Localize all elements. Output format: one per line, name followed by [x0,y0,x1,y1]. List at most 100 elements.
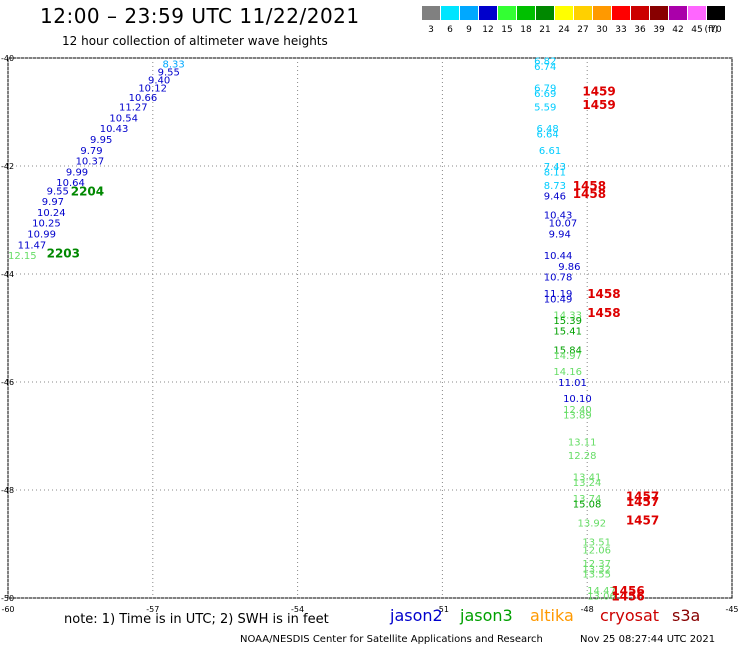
wave-height-label: 10.10 [563,394,592,405]
wave-height-label: 9.94 [549,230,571,241]
wave-height-label: 10.25 [32,219,61,230]
wave-height-label: 10.43 [544,211,573,222]
legend-swatch [688,6,706,20]
wave-height-label: 9.95 [90,135,112,146]
legend-label: 42 [672,25,683,34]
legend-label: 33 [615,25,626,34]
legend-swatch [574,6,592,20]
pass-time-label: 1456 [611,584,644,598]
wave-height-label: 11.19 [544,289,573,300]
wave-height-label: 15.08 [573,500,602,511]
wave-height-label: 12.06 [582,545,611,556]
mission-label: jason3 [460,606,513,625]
y-tick-label: -42 [1,162,14,171]
y-tick-label: -48 [1,486,14,495]
wave-height-label: 9.55 [158,68,180,79]
wave-height-label: 12.37 [582,559,611,570]
wave-height-label: 6.82 [534,57,556,68]
wave-height-label: 13.24 [573,478,602,489]
wave-height-label: 9.40 [148,76,170,87]
wave-height-label: 5.59 [534,103,556,114]
wave-height-label: 13.92 [578,518,607,529]
wave-height-label: 10.43 [100,124,129,135]
legend-swatch [422,6,440,20]
mission-label: jason2 [390,606,443,625]
legend-swatch [650,6,668,20]
pass-time-label: 1457 [626,514,659,528]
page-title: 12:00 – 23:59 UTC 11/22/2021 [40,4,360,28]
pass-time-label: 1458 [573,179,606,193]
wave-height-label: 9.55 [47,186,69,197]
wave-height-label: 13.32 [582,564,611,575]
legend-label: 12 [482,25,493,34]
wave-height-label: 11.01 [558,378,587,389]
wave-height-label: 6.69 [534,89,556,100]
x-tick-label: -48 [581,605,594,614]
pass-time-label: 2204 [71,184,104,198]
wave-height-label: 10.78 [544,273,573,284]
wave-height-label: 10.44 [544,251,573,262]
legend-label: 6 [447,25,453,34]
wave-height-label: 15.39 [553,316,582,327]
wave-height-label: 6.48 [537,124,559,135]
wave-height-label: 10.64 [56,178,85,189]
wave-height-label: 12.28 [568,451,597,462]
wave-height-label: 12.15 [8,251,37,262]
wave-height-label: 10.07 [549,219,578,230]
pass-time-label: 1459 [582,98,615,112]
wave-height-label: 13.89 [563,410,592,421]
wave-height-label: 9.79 [80,146,102,157]
legend-label: 21 [539,25,550,34]
y-tick-label: -40 [1,54,14,63]
legend-label: 24 [558,25,570,34]
legend-label: 9 [466,25,472,34]
x-tick-label: -57 [146,605,159,614]
pass-time-label: 1457 [626,489,659,503]
legend-label: 36 [634,25,646,34]
pass-time-label: 1456 [611,589,644,603]
wave-height-label: 10.54 [109,113,138,124]
wave-height-label: 10.49 [544,294,573,305]
mission-label: cryosat [600,606,660,625]
wave-height-label: 6.64 [537,130,559,141]
wave-height-label: 11.27 [119,103,148,114]
wave-height-label: 11.47 [18,240,47,251]
wave-height-label: 7.43 [544,162,566,173]
wave-height-label: 8.11 [544,167,566,178]
pass-time-label: 1458 [587,287,620,301]
legend-swatch [536,6,554,20]
plot-frame [7,57,733,599]
footer-timestamp: Nov 25 08:27:44 UTC 2021 [580,634,716,645]
wave-height-label: 15.84 [553,346,582,357]
mission-label: s3a [672,606,701,625]
wave-height-label: 6.79 [534,84,556,95]
pass-time-label: 2203 [47,246,80,260]
footer-note: note: 1) Time is in UTC; 2) SWH is in fe… [64,612,329,627]
legend-swatch [441,6,459,20]
legend-swatch [612,6,630,20]
legend-label: 3 [428,25,434,34]
wave-height-label: 14.47 [587,586,616,597]
pass-time-label: 1458 [573,187,606,201]
legend-swatch [593,6,611,20]
legend-swatch [631,6,649,20]
mission-label: altika [530,606,574,625]
legend-label: 70 [710,25,722,34]
wave-height-label: 9.46 [544,192,566,203]
wave-height-label: 15.41 [553,327,582,338]
legend-swatch [460,6,478,20]
wave-height-label: 13.51 [582,537,611,548]
legend-swatch [479,6,497,20]
page-subtitle: 12 hour collection of altimeter wave hei… [62,34,328,48]
wave-height-label: 14.97 [553,351,582,362]
wave-height-map: -60 -57 -54 -51 -48 -45 -40 -42 -44 -46 -48 -50 8.33… [1,54,739,614]
legend-label: 45 [691,25,702,34]
legend-label: 30 [596,25,608,34]
legend-label: 39 [653,25,665,34]
wave-height-label: 6.74 [534,62,556,73]
legend-swatch [498,6,516,20]
pass-time-label: 1457 [626,495,659,509]
wave-height-label: 8.33 [162,59,184,70]
legend-label: 15 [501,25,512,34]
wave-height-label: 6.61 [539,146,561,157]
